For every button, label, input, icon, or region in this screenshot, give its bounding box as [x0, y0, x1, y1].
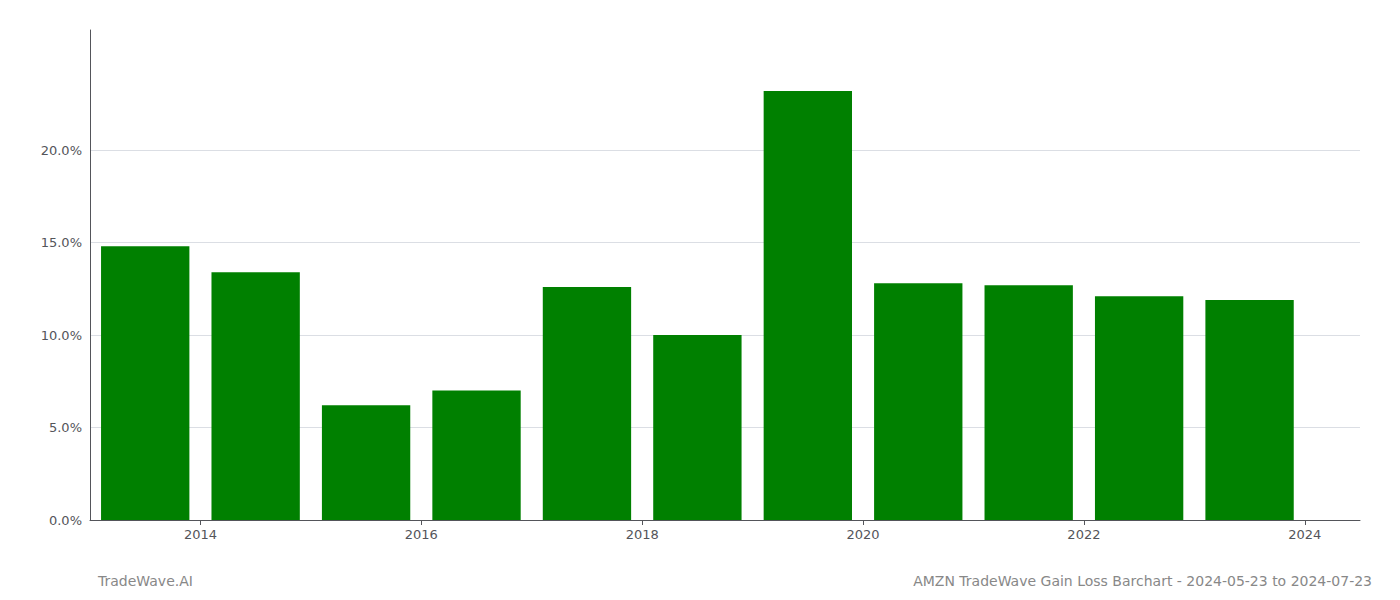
svg-text:2022: 2022	[1067, 527, 1100, 542]
svg-text:2020: 2020	[846, 527, 879, 542]
svg-text:AMZN TradeWave Gain Loss Barch: AMZN TradeWave Gain Loss Barchart - 2024…	[913, 573, 1372, 589]
svg-text:20.0%: 20.0%	[41, 143, 82, 158]
svg-text:2014: 2014	[184, 527, 217, 542]
svg-text:15.0%: 15.0%	[41, 235, 82, 250]
svg-text:0.0%: 0.0%	[49, 513, 82, 528]
svg-text:5.0%: 5.0%	[49, 420, 82, 435]
svg-text:TradeWave.AI: TradeWave.AI	[97, 573, 193, 589]
svg-text:2018: 2018	[626, 527, 659, 542]
svg-text:2016: 2016	[405, 527, 438, 542]
svg-text:2024: 2024	[1288, 527, 1321, 542]
svg-text:10.0%: 10.0%	[41, 328, 82, 343]
